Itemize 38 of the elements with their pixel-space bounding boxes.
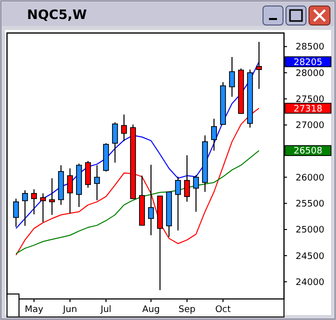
x-tick-label: May: [24, 305, 44, 315]
text: 27318: [294, 104, 323, 114]
line-series: [16, 108, 260, 256]
x-tick-label: Oct: [215, 305, 232, 315]
candlestick: [49, 178, 55, 216]
y-tick-label: 24500: [296, 252, 325, 262]
y-tick-label: 24000: [296, 278, 325, 288]
y-tick-label: 27000: [296, 121, 325, 132]
text: 26508: [294, 146, 323, 157]
y-tick-label: 27500: [296, 94, 325, 105]
x-tick-label: Sep: [178, 305, 196, 315]
text: 28205: [294, 58, 322, 68]
y-tick-label: 28500: [296, 42, 325, 53]
candlestick: [85, 160, 91, 188]
candlestick: [121, 114, 127, 142]
line-series: [16, 150, 260, 254]
y-tick-label: 28000: [296, 68, 325, 79]
candlestick: [31, 188, 37, 215]
candlestick: [94, 164, 100, 201]
candlestick: [175, 176, 181, 232]
y-tick-label: 26000: [296, 173, 325, 184]
candlestick: [22, 190, 28, 226]
candlestick: [40, 192, 46, 223]
x-tick-label: Aug: [142, 305, 160, 315]
candlestick: [211, 118, 217, 152]
x-tick-label: Jun: [62, 305, 78, 315]
candlestick: [193, 174, 199, 212]
candlestick: [184, 154, 190, 202]
x-tick-label: Jul: [100, 305, 112, 315]
candlestick: [112, 122, 118, 164]
candlestick: [13, 198, 19, 228]
candlestick: [148, 164, 154, 236]
chart-title: NQC5,W: [27, 8, 87, 23]
candlestick: [229, 56, 235, 98]
candlestick: [67, 168, 73, 214]
candlestick: [256, 41, 262, 90]
y-tick-label: 25500: [296, 200, 325, 210]
y-tick-label: 25000: [296, 226, 325, 236]
